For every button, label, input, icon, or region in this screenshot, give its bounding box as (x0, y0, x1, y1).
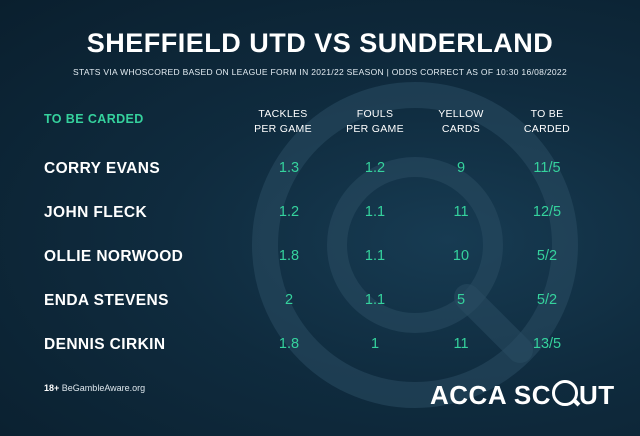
odds-value: 12/5 (532, 204, 562, 220)
tackles-value: 1.8 (278, 336, 300, 352)
yellow-cards-value: 11 (453, 204, 469, 220)
brand-logo: ACCA SC UT (430, 380, 615, 411)
fouls-value: 1 (370, 336, 380, 352)
yellow-cards-value: 10 (452, 248, 470, 264)
tackles-value: 2 (284, 292, 294, 308)
column-header-yellow-cards: YELLOW CARDS (438, 108, 484, 135)
tackles-value: 1.8 (278, 248, 300, 264)
table-row: DENNIS CIRKIN 1.8 1 11 13/5 (0, 330, 640, 360)
gamble-aware-note: 18+ BeGambleAware.org (44, 383, 145, 393)
column-header-fouls: FOULS PER GAME (346, 108, 404, 135)
page-subtitle: STATS VIA WHOSCORED BASED ON LEAGUE FORM… (73, 67, 567, 77)
table-row: JOHN FLECK 1.2 1.1 11 12/5 (0, 198, 640, 228)
odds-value: 5/2 (536, 292, 558, 308)
tackles-value: 1.3 (278, 160, 300, 176)
odds-value: 5/2 (536, 248, 558, 264)
yellow-cards-value: 5 (456, 292, 466, 308)
player-name: JOHN FLECK (44, 204, 148, 221)
table-row: ENDA STEVENS 2 1.1 5 5/2 (0, 286, 640, 316)
fouls-value: 1.1 (364, 204, 386, 220)
column-header-tackles: TACKLES PER GAME (254, 108, 312, 135)
fouls-value: 1.1 (364, 248, 386, 264)
player-name: DENNIS CIRKIN (44, 336, 166, 353)
brand-logo-text-left: ACCA SC (430, 380, 551, 410)
player-name: ENDA STEVENS (44, 292, 169, 309)
yellow-cards-value: 9 (456, 160, 466, 176)
section-label: TO BE CARDED (44, 112, 144, 126)
odds-value: 11/5 (533, 160, 561, 176)
brand-logo-text-right: UT (578, 380, 615, 410)
table-row: OLLIE NORWOOD 1.8 1.1 10 5/2 (0, 242, 640, 272)
table-row: CORRY EVANS 1.3 1.2 9 11/5 (0, 154, 640, 184)
magnifier-logo-icon (551, 380, 578, 406)
column-header-to-be-carded: TO BE CARDED (523, 108, 571, 135)
tackles-value: 1.2 (278, 204, 300, 220)
player-name: OLLIE NORWOOD (44, 248, 184, 265)
page-title: SHEFFIELD UTD VS SUNDERLAND (86, 28, 554, 58)
fouls-value: 1.2 (364, 160, 386, 176)
player-name: CORRY EVANS (44, 160, 161, 177)
yellow-cards-value: 11 (453, 336, 469, 352)
gamble-aware-link[interactable]: BeGambleAware.org (61, 383, 146, 393)
fouls-value: 1.1 (364, 292, 386, 308)
age-restriction: 18+ (44, 383, 60, 393)
odds-value: 13/5 (532, 336, 562, 352)
